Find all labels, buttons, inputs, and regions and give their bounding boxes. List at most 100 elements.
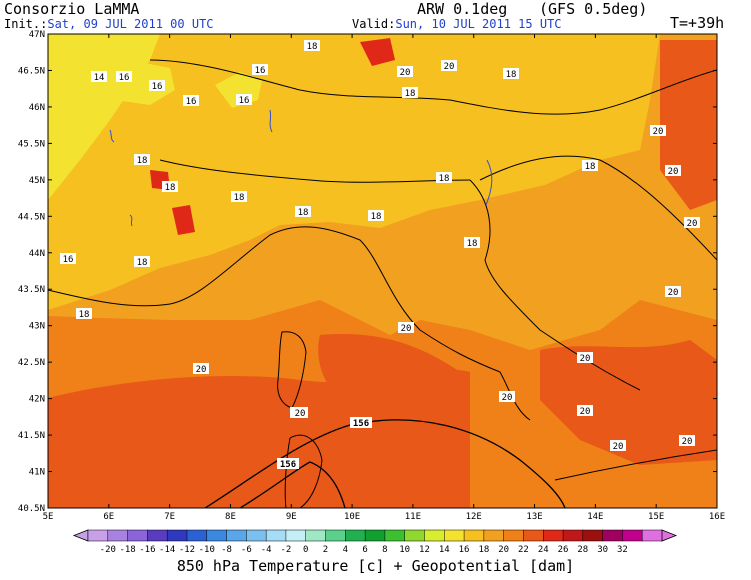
- latitude-axis: 47N 46.5N 46N 45.5N 45N 44.5N 44N 43.5N 43N 42.5N…: [18, 30, 717, 514]
- lon-label: 14E: [587, 512, 603, 522]
- temp-label: 20: [295, 409, 306, 419]
- colorbar-segment: [404, 529, 426, 542]
- temp-label: 20: [196, 365, 207, 375]
- temp-label: 20: [613, 442, 624, 452]
- colorbar-segment: [127, 529, 148, 542]
- lat-label: 47N: [29, 30, 45, 40]
- colorbar-tick-label: -2: [281, 545, 292, 555]
- geo-label: 156: [353, 419, 369, 429]
- colorbar-tick-label: 24: [538, 545, 549, 555]
- temp-label: 18: [405, 89, 416, 99]
- temp-label: 18: [439, 174, 450, 184]
- geo-label-box: [277, 458, 299, 469]
- temp-label-box: [577, 405, 593, 416]
- colorbar-tick-label: 22: [518, 545, 529, 555]
- temp-label-box: [665, 286, 681, 297]
- temp-label: 20: [653, 127, 664, 137]
- colorbar-tick-label: -18: [119, 545, 135, 555]
- colorbar-segment: [87, 529, 109, 542]
- temp-label-box: [499, 391, 515, 402]
- temp-label-box: [368, 210, 384, 221]
- temperature-labels: 14 16 16 16 16 16 16 18 18 18 18 18 18 18 18 18 18 18 18 18…: [60, 40, 700, 452]
- colorbar-segment: [542, 529, 564, 542]
- temp-label: 16: [119, 73, 130, 83]
- temp-label: 18: [371, 212, 382, 222]
- temp-label-box: [679, 435, 695, 446]
- colorbar-tick-label: -6: [241, 545, 252, 555]
- temp-label-box: [162, 181, 178, 192]
- temp-label: 18: [137, 156, 148, 166]
- temp-label: 18: [165, 183, 176, 193]
- lat-label: 45N: [29, 176, 45, 186]
- colorbar-tick-label: -12: [179, 545, 195, 555]
- colorbar-tick-label: 0: [303, 545, 308, 555]
- colorbar-tick-label: -14: [159, 545, 175, 555]
- temp-label: 20: [400, 68, 411, 78]
- colorbar-tick-label: 6: [362, 545, 367, 555]
- init-label: Init.:: [4, 17, 48, 31]
- temp-label-box: [436, 172, 452, 183]
- model-title: ARW 0.1deg: [417, 0, 508, 18]
- colorbar-segment: [602, 529, 623, 542]
- colorbar-tick-label: 8: [382, 545, 387, 555]
- temp-label: 20: [502, 393, 513, 403]
- temperature-field: [48, 34, 717, 508]
- lat-label: 45.5N: [18, 139, 45, 149]
- lat-label: 43N: [29, 322, 45, 332]
- colorbar-segment: [463, 529, 485, 542]
- lon-label: 9E: [286, 512, 297, 522]
- colorbar-segment: [166, 529, 188, 542]
- temp-label-box: [231, 191, 247, 202]
- colorbar-segment: [424, 529, 445, 542]
- temp-label-box: [76, 308, 92, 319]
- colorbar-segment: [206, 529, 228, 542]
- forecast-step: T=+39h: [670, 14, 725, 32]
- geo-label: 156: [280, 460, 296, 470]
- colorbar-tick-label: 16: [459, 545, 470, 555]
- temp-label-box: [650, 125, 666, 136]
- colorbar-segment: [265, 529, 287, 542]
- temp-label-box: [665, 165, 681, 176]
- lat-label: 41.5N: [18, 431, 45, 441]
- lat-label: 42.5N: [18, 358, 45, 368]
- colorbar-segment: [641, 529, 663, 542]
- temp-label-box: [91, 71, 107, 82]
- colorbar-segment: [622, 529, 643, 542]
- temp-label: 16: [255, 66, 266, 76]
- temp-label-box: [398, 322, 414, 333]
- colorbar-tick-label: 14: [439, 545, 450, 555]
- geopotential-contours: [204, 419, 566, 508]
- lat-label: 46N: [29, 103, 45, 113]
- temp-label: 16: [152, 82, 163, 92]
- temp-label-box: [60, 253, 76, 264]
- valid-time: Valid:Sun, 10 JUL 2011 15 UTC: [352, 18, 562, 30]
- init-time: Init.:Sat, 09 JUL 2011 00 UTC: [4, 18, 214, 30]
- colorbar-segment: [285, 529, 307, 542]
- colorbar-segment: [562, 529, 584, 542]
- temp-label-box: [134, 154, 150, 165]
- colorbar: -20 -18 -16 -14 -12 -10 -8 -6 -4 -2 0 2 4 6 8 10 12 14 16 1…: [72, 529, 678, 555]
- lat-label: 44.5N: [18, 212, 45, 222]
- temp-label: 18: [137, 258, 148, 268]
- temp-label: 14: [94, 73, 105, 83]
- colorbar-segment: [107, 529, 129, 542]
- lat-label: 40.5N: [18, 504, 45, 514]
- lat-label: 46.5N: [18, 66, 45, 76]
- temp-label-box: [252, 64, 268, 75]
- colorbar-segment: [503, 529, 524, 542]
- temp-label-box: [582, 160, 598, 171]
- lon-label: 12E: [466, 512, 482, 522]
- lon-label: 13E: [526, 512, 542, 522]
- temp-label-box: [134, 256, 150, 267]
- lat-label: 41N: [29, 468, 45, 478]
- geo-label-box: [350, 417, 372, 428]
- temp-label-box: [402, 87, 418, 98]
- temp-label: 16: [239, 96, 250, 106]
- colorbar-tick-label: -16: [139, 545, 155, 555]
- temp-label: 18: [298, 208, 309, 218]
- colorbar-segment: [246, 529, 267, 542]
- colorbar-tick-label: 28: [577, 545, 588, 555]
- temp-label-box: [116, 71, 132, 82]
- driver-title: (GFS 0.5deg): [539, 0, 648, 18]
